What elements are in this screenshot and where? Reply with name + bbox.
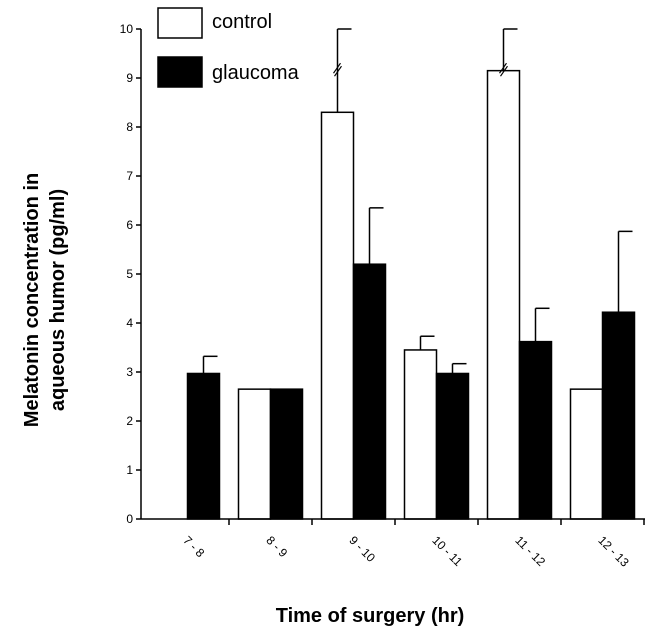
x-tick-label-3: 10 - 11 [429, 533, 465, 569]
y-ticks-group: 0 1 2 3 4 5 6 7 8 9 10 [120, 22, 141, 526]
legend-swatch-glaucoma [157, 56, 203, 88]
bars-group [186, 69, 636, 520]
bar-control-3 [403, 349, 438, 520]
x-tick-label-2: 9 - 10 [346, 533, 378, 565]
bar-control-1 [237, 388, 272, 520]
x-tick-label-4: 11 - 12 [512, 533, 548, 569]
y-tick-label-10: 10 [120, 22, 134, 36]
y-tick-label-2: 2 [126, 414, 133, 428]
y-tick-label-5: 5 [126, 267, 133, 281]
y-tick-label-7: 7 [126, 169, 133, 183]
legend-label-glaucoma: glaucoma [212, 62, 300, 84]
y-axis-title-line-2: aqueous humor (pg/ml) [47, 189, 69, 411]
bar-control-5 [569, 388, 604, 520]
y-axis-title-line-1: Melatonin concentration in [21, 173, 43, 427]
bar-glaucoma-5 [601, 311, 636, 520]
y-tick-label-3: 3 [126, 365, 133, 379]
y-tick-label-1: 1 [126, 463, 133, 477]
bar-control-2 [320, 111, 355, 520]
error-bars-group [202, 28, 633, 374]
legend-label-control: control [212, 11, 272, 33]
bar-glaucoma-1 [269, 388, 304, 520]
y-tick-label-0: 0 [126, 512, 133, 526]
x-axis-title: Time of surgery (hr) [276, 605, 465, 627]
axis-break-a-0 [333, 62, 341, 74]
bar-glaucoma-0 [186, 372, 221, 520]
y-tick-label-8: 8 [126, 120, 133, 134]
x-ticks-group: 7 - 8 8 - 9 9 - 10 10 - 11 11 - 12 12 - 13 [180, 519, 645, 570]
axis-break-b-1 [500, 65, 508, 77]
axis-break-b-0 [334, 65, 342, 77]
y-tick-label-4: 4 [126, 316, 133, 330]
x-tick-label-5: 12 - 13 [595, 533, 632, 570]
y-axis-title: Melatonin concentration in aqueous humor… [21, 173, 69, 427]
bar-glaucoma-2 [352, 263, 387, 520]
bar-control-4 [486, 69, 521, 520]
legend: control glaucoma [157, 7, 300, 88]
bar-glaucoma-4 [518, 340, 553, 520]
x-tick-label-0: 7 - 8 [180, 533, 207, 560]
axis-breaks-group [333, 62, 508, 77]
axis-break-a-1 [499, 62, 507, 74]
y-tick-label-9: 9 [126, 71, 133, 85]
x-tick-label-1: 8 - 9 [263, 533, 290, 560]
legend-swatch-control [157, 7, 203, 39]
bar-glaucoma-3 [435, 372, 470, 520]
y-tick-label-6: 6 [126, 218, 133, 232]
